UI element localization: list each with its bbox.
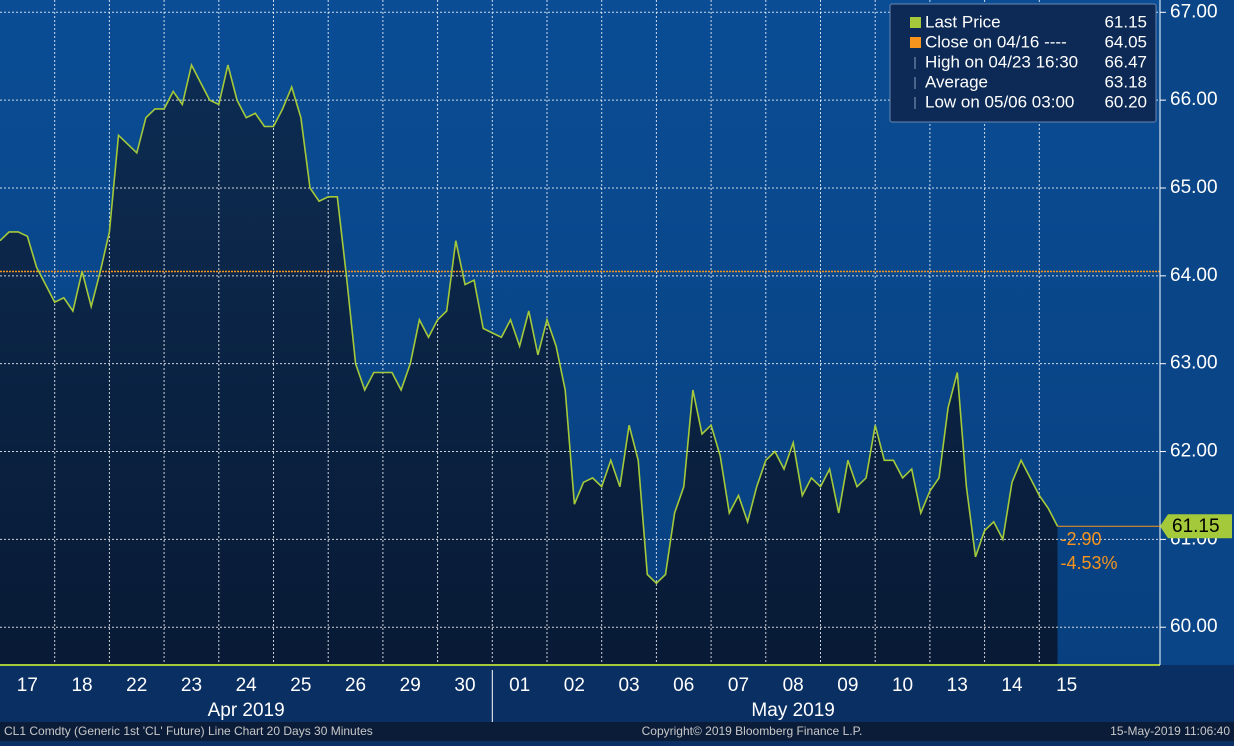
x-tick-label: 01 bbox=[509, 675, 530, 696]
x-tick-label: 26 bbox=[345, 675, 366, 696]
legend-name: Close on 04/16 ---- bbox=[925, 32, 1067, 51]
x-tick-label: 25 bbox=[290, 675, 311, 696]
x-tick-label: 22 bbox=[126, 675, 147, 696]
legend-name: Average bbox=[925, 72, 988, 91]
x-tick-label: 15 bbox=[1056, 675, 1077, 696]
y-tick-label: 64.00 bbox=[1170, 265, 1218, 286]
legend-name: Last Price bbox=[925, 12, 1001, 31]
x-tick-label: 29 bbox=[400, 675, 421, 696]
footer-bar bbox=[0, 722, 1234, 741]
month-label: May 2019 bbox=[751, 700, 834, 721]
footer-right: 15-May-2019 11:06:40 bbox=[1110, 724, 1230, 738]
x-tick-label: 18 bbox=[71, 675, 92, 696]
legend-value: 61.15 bbox=[1104, 12, 1147, 31]
x-tick-label: 23 bbox=[181, 675, 202, 696]
x-tick-label: 17 bbox=[17, 675, 38, 696]
x-tick-label: 03 bbox=[618, 675, 639, 696]
legend-name: High on 04/23 16:30 bbox=[925, 52, 1078, 71]
x-tick-label: 30 bbox=[454, 675, 475, 696]
month-label: Apr 2019 bbox=[208, 700, 285, 721]
x-tick-label: 14 bbox=[1001, 675, 1023, 696]
price-area bbox=[0, 65, 1058, 665]
x-tick-label: 06 bbox=[673, 675, 694, 696]
footer-center: Copyright© 2019 Bloomberg Finance L.P. bbox=[642, 724, 863, 738]
change-label: -2.90 bbox=[1061, 529, 1102, 549]
x-tick-label: 08 bbox=[783, 675, 804, 696]
legend-value: 60.20 bbox=[1104, 92, 1147, 111]
x-tick-label: 10 bbox=[892, 675, 913, 696]
y-tick-label: 62.00 bbox=[1170, 441, 1218, 462]
legend-value: 66.47 bbox=[1104, 52, 1147, 71]
x-tick-label: 02 bbox=[564, 675, 585, 696]
footer-left: CL1 Comdty (Generic 1st 'CL' Future) Lin… bbox=[4, 724, 373, 738]
legend-box bbox=[889, 3, 1157, 123]
price-line bbox=[0, 62, 1059, 585]
y-tick-label: 67.00 bbox=[1170, 1, 1218, 22]
legend-name: Low on 05/06 03:00 bbox=[925, 92, 1074, 111]
y-tick-label: 63.00 bbox=[1170, 353, 1218, 374]
y-tick-label: 60.00 bbox=[1170, 616, 1218, 637]
last-price-tag bbox=[1160, 514, 1232, 539]
y-tick-label: 65.00 bbox=[1170, 177, 1218, 198]
legend-value: 64.05 bbox=[1104, 32, 1147, 51]
x-tick-label: 13 bbox=[947, 675, 968, 696]
last-price-label: 61.15 bbox=[1172, 516, 1220, 537]
change-pct-label: -4.53% bbox=[1061, 553, 1118, 573]
x-tick-label: 24 bbox=[236, 675, 258, 696]
legend-value: 63.18 bbox=[1104, 72, 1147, 91]
x-tick-label: 09 bbox=[837, 675, 858, 696]
y-tick-label: 66.00 bbox=[1170, 89, 1218, 110]
legend-swatch bbox=[910, 17, 921, 28]
x-tick-label: 07 bbox=[728, 675, 749, 696]
y-axis-background bbox=[1160, 0, 1234, 665]
legend-swatch bbox=[910, 37, 921, 48]
